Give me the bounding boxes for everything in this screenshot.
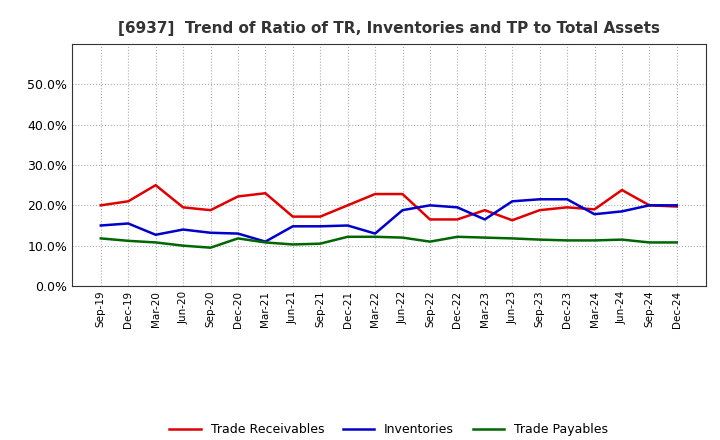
Trade Receivables bbox=[206, 208, 215, 213]
Trade Payables bbox=[151, 240, 160, 245]
Line: Inventories: Inventories bbox=[101, 199, 677, 242]
Inventories bbox=[645, 203, 654, 208]
Trade Payables bbox=[343, 234, 352, 239]
Trade Receivables bbox=[618, 187, 626, 193]
Trade Payables bbox=[645, 240, 654, 245]
Trade Receivables bbox=[151, 183, 160, 188]
Inventories bbox=[371, 231, 379, 236]
Inventories bbox=[426, 203, 434, 208]
Inventories bbox=[289, 224, 297, 229]
Trade Receivables bbox=[480, 208, 489, 213]
Inventories bbox=[508, 199, 516, 204]
Trade Payables bbox=[453, 234, 462, 239]
Trade Payables bbox=[233, 236, 242, 241]
Inventories bbox=[316, 224, 325, 229]
Trade Payables bbox=[206, 245, 215, 250]
Trade Payables bbox=[179, 243, 187, 248]
Trade Receivables bbox=[124, 199, 132, 204]
Trade Receivables bbox=[398, 191, 407, 197]
Trade Payables bbox=[672, 240, 681, 245]
Inventories bbox=[618, 209, 626, 214]
Trade Receivables bbox=[233, 194, 242, 199]
Legend: Trade Receivables, Inventories, Trade Payables: Trade Receivables, Inventories, Trade Pa… bbox=[164, 418, 613, 440]
Trade Payables bbox=[480, 235, 489, 240]
Inventories bbox=[261, 239, 270, 244]
Trade Payables bbox=[590, 238, 599, 243]
Trade Payables bbox=[398, 235, 407, 240]
Trade Payables bbox=[96, 236, 105, 241]
Trade Payables bbox=[618, 237, 626, 242]
Trade Payables bbox=[536, 237, 544, 242]
Inventories bbox=[480, 217, 489, 222]
Trade Payables bbox=[563, 238, 572, 243]
Inventories bbox=[590, 212, 599, 217]
Trade Payables bbox=[124, 238, 132, 243]
Line: Trade Payables: Trade Payables bbox=[101, 237, 677, 248]
Trade Receivables bbox=[563, 205, 572, 210]
Inventories bbox=[233, 231, 242, 236]
Inventories bbox=[563, 197, 572, 202]
Title: [6937]  Trend of Ratio of TR, Inventories and TP to Total Assets: [6937] Trend of Ratio of TR, Inventories… bbox=[118, 21, 660, 36]
Inventories bbox=[206, 230, 215, 235]
Inventories bbox=[672, 203, 681, 208]
Trade Receivables bbox=[179, 205, 187, 210]
Trade Payables bbox=[316, 241, 325, 246]
Inventories bbox=[151, 232, 160, 238]
Line: Trade Receivables: Trade Receivables bbox=[101, 185, 677, 220]
Trade Payables bbox=[426, 239, 434, 244]
Inventories bbox=[343, 223, 352, 228]
Trade Receivables bbox=[645, 203, 654, 208]
Trade Receivables bbox=[316, 214, 325, 219]
Trade Receivables bbox=[261, 191, 270, 196]
Trade Payables bbox=[371, 234, 379, 239]
Trade Payables bbox=[261, 240, 270, 245]
Trade Payables bbox=[508, 236, 516, 241]
Trade Receivables bbox=[96, 203, 105, 208]
Trade Receivables bbox=[672, 204, 681, 209]
Inventories bbox=[398, 208, 407, 213]
Trade Receivables bbox=[453, 217, 462, 222]
Inventories bbox=[96, 223, 105, 228]
Inventories bbox=[124, 221, 132, 226]
Inventories bbox=[536, 197, 544, 202]
Trade Receivables bbox=[289, 214, 297, 219]
Trade Receivables bbox=[371, 191, 379, 197]
Trade Receivables bbox=[590, 207, 599, 212]
Trade Receivables bbox=[536, 208, 544, 213]
Trade Receivables bbox=[508, 218, 516, 223]
Inventories bbox=[453, 205, 462, 210]
Trade Receivables bbox=[426, 217, 434, 222]
Inventories bbox=[179, 227, 187, 232]
Trade Receivables bbox=[343, 203, 352, 208]
Trade Payables bbox=[289, 242, 297, 247]
